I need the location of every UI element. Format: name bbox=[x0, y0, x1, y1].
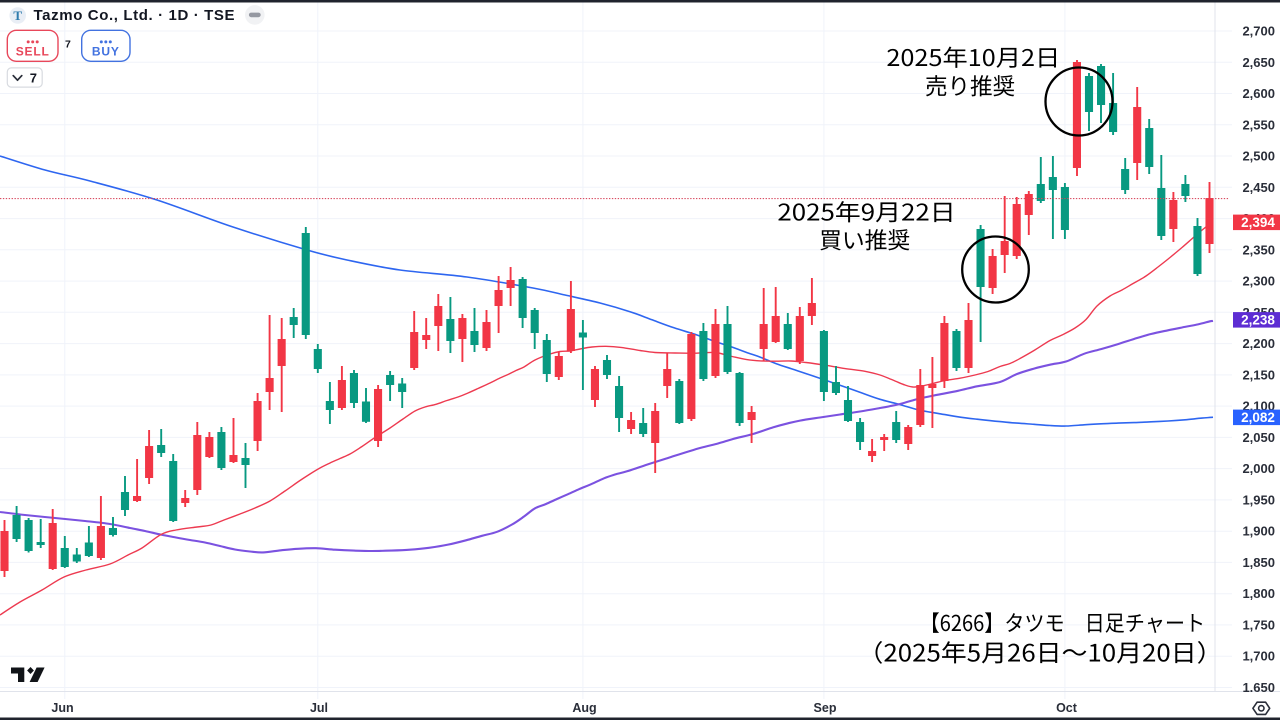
svg-text:1,800: 1,800 bbox=[1242, 586, 1275, 601]
svg-text:1,850: 1,850 bbox=[1242, 555, 1275, 570]
svg-text:Jun: Jun bbox=[51, 701, 73, 715]
svg-text:2,200: 2,200 bbox=[1242, 336, 1275, 351]
svg-text:2,650: 2,650 bbox=[1242, 55, 1275, 70]
svg-text:2,300: 2,300 bbox=[1242, 274, 1275, 289]
svg-text:Sep: Sep bbox=[814, 701, 837, 715]
svg-text:2,550: 2,550 bbox=[1242, 117, 1275, 132]
svg-text:T: T bbox=[13, 8, 22, 23]
svg-text:2,050: 2,050 bbox=[1242, 430, 1275, 445]
svg-text:7: 7 bbox=[30, 70, 37, 85]
svg-text:2,150: 2,150 bbox=[1242, 367, 1275, 382]
svg-text:1,700: 1,700 bbox=[1242, 649, 1275, 664]
svg-text:BUY: BUY bbox=[92, 44, 120, 58]
svg-text:1.650: 1.650 bbox=[1242, 680, 1275, 695]
svg-text:2,238: 2,238 bbox=[1241, 313, 1275, 328]
svg-text:SELL: SELL bbox=[16, 44, 50, 58]
svg-text:2,500: 2,500 bbox=[1242, 149, 1275, 164]
svg-text:2,600: 2,600 bbox=[1242, 86, 1275, 101]
svg-text:Aug: Aug bbox=[572, 701, 596, 715]
svg-text:Jul: Jul bbox=[310, 701, 328, 715]
svg-text:1,900: 1,900 bbox=[1242, 524, 1275, 539]
svg-text:Tazmo Co., Ltd. · 1D · TSE: Tazmo Co., Ltd. · 1D · TSE bbox=[34, 7, 236, 24]
svg-text:2,350: 2,350 bbox=[1242, 242, 1275, 257]
svg-text:2,700: 2,700 bbox=[1242, 24, 1275, 39]
svg-text:1,750: 1,750 bbox=[1242, 617, 1275, 632]
svg-text:2,450: 2,450 bbox=[1242, 180, 1275, 195]
svg-text:Oct: Oct bbox=[1056, 701, 1078, 715]
svg-text:2,000: 2,000 bbox=[1242, 461, 1275, 476]
svg-text:2,082: 2,082 bbox=[1241, 410, 1275, 425]
svg-text:1,950: 1,950 bbox=[1242, 492, 1275, 507]
svg-text:7: 7 bbox=[65, 39, 71, 51]
svg-text:2,394: 2,394 bbox=[1241, 215, 1275, 230]
